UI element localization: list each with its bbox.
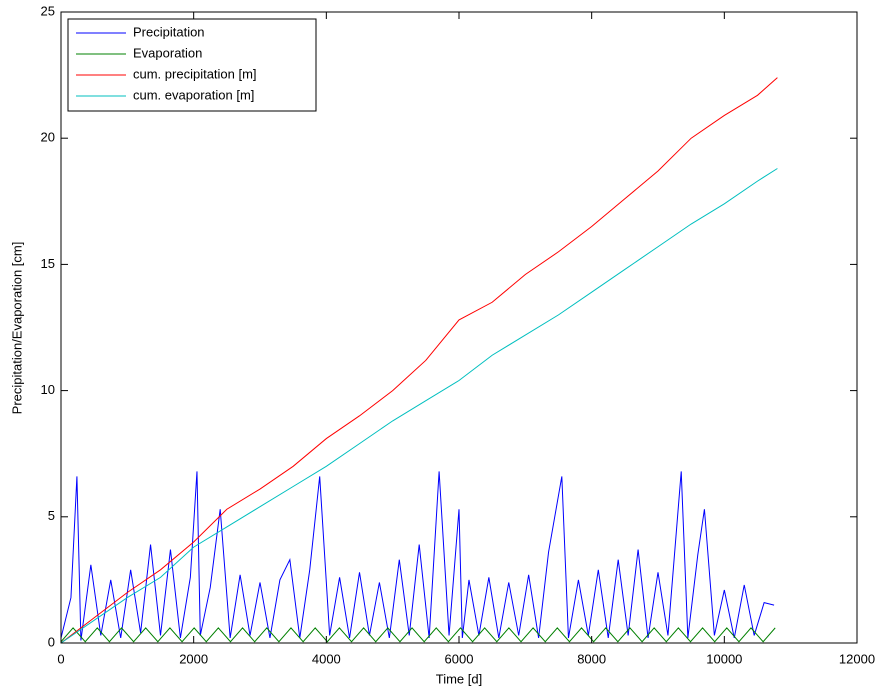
y-tick-label: 15	[41, 256, 55, 271]
y-tick-label: 25	[41, 3, 55, 18]
legend-label: Precipitation	[133, 24, 205, 39]
x-tick-label: 2000	[179, 651, 208, 666]
series-line	[60, 627, 776, 643]
x-tick-label: 6000	[445, 651, 474, 666]
x-tick-label: 10000	[706, 651, 742, 666]
series-line	[60, 471, 775, 641]
y-axis-label: Precipitation/Evaporation [cm]	[9, 242, 24, 415]
x-tick-label: 0	[57, 651, 64, 666]
y-tick-label: 10	[41, 382, 55, 397]
series-line	[60, 168, 778, 644]
legend-label: Evaporation	[133, 45, 202, 60]
x-tick-label: 8000	[577, 651, 606, 666]
x-axis-label: Time [d]	[436, 671, 482, 686]
y-tick-label: 5	[48, 508, 55, 523]
legend-label: cum. precipitation [m]	[133, 66, 257, 81]
x-tick-label: 12000	[839, 651, 875, 666]
y-tick-label: 20	[41, 130, 55, 145]
y-tick-label: 0	[48, 634, 55, 649]
x-tick-label: 4000	[312, 651, 341, 666]
series-line	[60, 77, 778, 644]
legend-label: cum. evaporation [m]	[133, 87, 254, 102]
